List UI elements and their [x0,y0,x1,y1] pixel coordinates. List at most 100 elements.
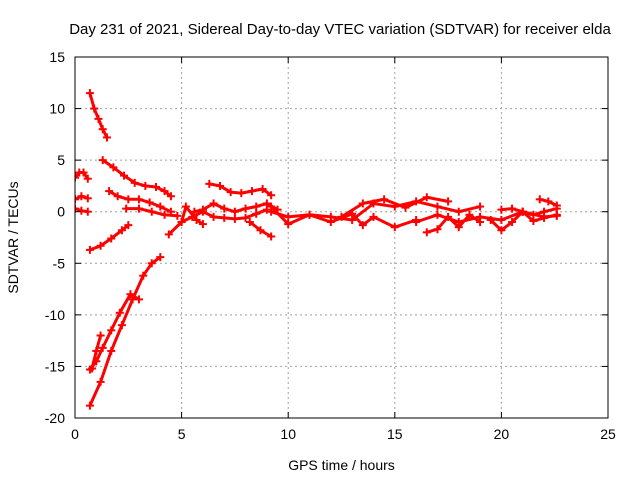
chart-title: Day 231 of 2021, Sidereal Day-to-day VTE… [69,21,611,38]
plot-frame [74,56,609,419]
data-point [181,202,190,211]
data-point [83,174,92,183]
data-point [209,212,218,221]
data-point [79,168,88,177]
data-point [284,220,293,229]
data-point [96,377,105,386]
data-point [518,207,527,216]
x-tick-label: 20 [494,426,510,442]
data-point [237,189,246,198]
data-point [205,179,214,188]
data-point [98,125,107,134]
data-point [105,187,114,196]
x-tick-label: 25 [600,426,616,442]
y-axis-label: SDTVAR / TECUs [5,181,21,293]
x-tick-label: 15 [387,426,403,442]
data-point [305,210,314,219]
data-point [226,188,235,197]
data-point [109,163,118,172]
data-point [241,204,250,213]
data-point [508,204,517,213]
data-point [444,197,453,206]
data-point [258,185,267,194]
data-point [113,192,122,201]
data-point [433,202,442,211]
data-point [433,225,442,234]
data-point [124,195,133,204]
data-point [220,204,229,213]
data-point [267,232,276,241]
data-point [267,202,276,211]
data-point [145,198,154,207]
data-point [247,187,256,196]
data-point [267,191,276,200]
data-point [115,308,124,317]
data-point [160,210,169,219]
data-point [98,156,107,165]
x-tick-label: 10 [280,426,296,442]
data-point [122,204,131,213]
data-point [422,193,431,202]
data-point [412,218,421,227]
data-point [209,199,218,208]
data-point [94,114,103,123]
data-point [358,199,367,208]
data-point [256,226,265,235]
data-point [192,215,201,224]
data-point [156,253,165,262]
data-point [497,226,506,235]
y-tick-label: -20 [45,410,65,426]
data-point [284,212,293,221]
grid [75,57,608,418]
data-point [130,178,139,187]
data-point [380,195,389,204]
data-point [107,346,116,355]
data-point [552,201,561,210]
data-point [177,218,186,227]
data-point [220,213,229,222]
y-tick-label: 0 [57,204,65,220]
data-point [454,207,463,216]
data-point [92,346,101,355]
data-point [497,205,506,214]
data-point [390,223,399,232]
data-point [124,221,133,230]
y-tick-label: 15 [49,49,65,65]
data-point [141,181,150,190]
data-point [85,401,94,410]
data-point [166,192,175,201]
data-point [486,215,495,224]
data-point [252,202,261,211]
data-point [117,226,126,235]
y-tick-label: 10 [49,101,65,117]
data-point [497,215,506,224]
data-point [173,211,182,220]
y-tick-label: -10 [45,307,65,323]
y-tick-label: 5 [57,152,65,168]
data-point [156,202,165,211]
data-point [96,331,105,340]
data-point [102,133,111,142]
data-point [508,218,517,227]
data-point [198,205,207,214]
data-point [134,295,143,304]
data-point [90,104,99,113]
data-point [535,195,544,204]
data-point [262,199,271,208]
data-point [433,210,442,219]
data-point [96,241,105,250]
data-point [241,213,250,222]
data-point [544,197,553,206]
data-point [134,204,143,213]
data-point [75,204,79,213]
data-point [88,364,97,373]
data-series [75,89,561,410]
data-point [75,173,79,182]
data-point [147,207,156,216]
data-point [147,259,156,268]
data-point [369,212,378,221]
data-point [358,221,367,230]
data-point [160,187,169,196]
data-point [215,181,224,190]
data-point [164,230,173,239]
